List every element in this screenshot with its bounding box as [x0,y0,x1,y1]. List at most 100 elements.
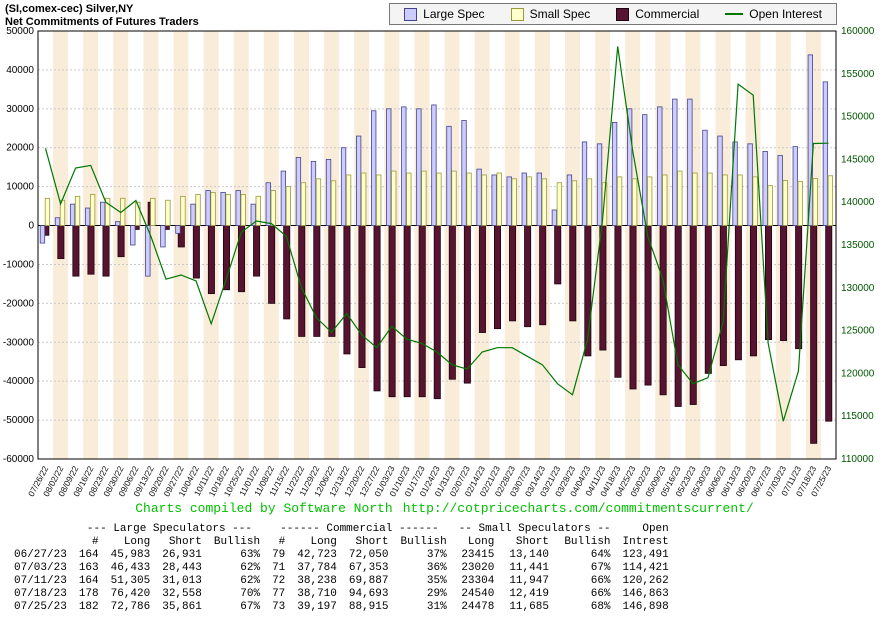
svg-text:135000: 135000 [841,240,875,251]
caption: Charts compiled by Software North http://… [0,501,889,516]
table-cell: 68% [590,601,611,613]
table-cell: 35% [426,575,447,587]
svg-text:0: 0 [28,221,34,232]
legend-item-large-spec: Large Spec [404,7,485,21]
bars-small-spec [44,170,834,226]
table-cell: 182 [78,601,99,613]
table-cell: 28,443 [162,562,202,574]
table-cell: # [278,536,286,548]
chart-legend: Large Spec Small Spec Commercial Open Inter… [389,3,837,25]
table-cell: Bullish [564,536,611,548]
svg-text:160000: 160000 [841,26,875,37]
table-cell: 37% [426,549,447,561]
table-cell: 77 [272,588,286,600]
table-cell: 164 [78,575,99,587]
table-group-header-row: --- Large Speculators --- ------ Commerci… [8,523,675,536]
table-cell: Long [123,536,151,548]
bars-large-spec [39,54,829,277]
svg-text:50000: 50000 [6,26,34,37]
table-cell: 51,305 [110,575,151,587]
table-cell: 72,050 [348,549,389,561]
table-cell: 163 [78,562,99,574]
table-cell: # [92,536,99,548]
table-cell: 23020 [461,562,495,574]
svg-text:145000: 145000 [841,154,875,165]
legend-line-swatch [725,13,744,15]
svg-text:10000: 10000 [6,182,34,193]
left-axis-labels: -60000 -50000 -40000 -30000 -20000 -10000 0 100… [3,26,35,465]
svg-text:20000: 20000 [6,143,34,154]
table-cell: Intrest [622,536,669,548]
table-cell [8,523,73,536]
table-row: 07/03/23 163 46,433 28,443 62% 71 37,784 67,353… [8,562,675,575]
legend-label: Open Interest [749,7,822,21]
table-cell: 67% [590,562,611,574]
svg-text:-60000: -60000 [3,454,35,465]
table-cell: 123,491 [622,549,669,561]
table-cell: 29% [426,588,447,600]
table-cell: 67,353 [348,562,389,574]
table-cell: 63% [240,549,261,561]
legend-box-swatch [510,7,524,21]
table-cell: 66% [590,588,611,600]
table-cell: 72 [272,575,286,587]
plot-border [37,30,837,460]
svg-text:-30000: -30000 [3,337,35,348]
table-cell: 35,861 [162,601,202,613]
table-cell: 94,693 [348,588,389,600]
table-cell: Short [515,536,549,548]
svg-text:140000: 140000 [841,197,875,208]
table-cell: 72,786 [110,601,151,613]
table-cell: Bullish [213,536,261,548]
svg-text:155000: 155000 [841,69,875,80]
table-cell: 66% [590,575,611,587]
table-cell: 79 [272,549,286,561]
svg-text:-20000: -20000 [3,298,35,309]
x-axis-labels: 07/26/2208/02/2208/09/2208/16/2208/23/22… [26,464,833,498]
legend-box-swatch [616,7,630,21]
svg-text:130000: 130000 [841,283,875,294]
table-cell: 38,238 [297,575,337,587]
table-cell [8,536,73,549]
table-cell: 24478 [461,601,495,613]
table-cell: 164 [78,549,99,561]
chart-titles: (SI,comex-cec) Silver,NY Net Commitments… [5,3,199,29]
table-cell: 69,887 [348,575,389,587]
table-cell: 38,710 [297,588,337,600]
table-cell: 76,420 [110,588,151,600]
svg-text:30000: 30000 [6,104,34,115]
legend-item-small-spec: Small Spec [510,7,590,21]
table-cell: 37,784 [297,562,337,574]
legend-item-commercial: Commercial [616,7,699,21]
table-cell: Long [310,536,337,548]
table-cell: 13,140 [509,549,549,561]
table-cell: 07/11/23 [14,575,67,587]
cot-chart: -60000 -50000 -40000 -30000 -20000 -10000 0 100… [3,26,875,498]
table-cell: 06/27/23 [14,549,67,561]
svg-text:110000: 110000 [841,454,874,465]
caption-url: http://cotpricecharts.com/commitmentscur… [402,501,754,516]
table-cell: ------ Commercial ------ [280,523,439,535]
svg-text:-50000: -50000 [3,415,35,426]
table-cell: -- Small Speculators -- [458,523,611,535]
table-cell: Open [642,523,669,535]
chart-title: (SI,comex-cec) Silver,NY [5,3,134,15]
table-cell: 146,863 [622,588,669,600]
table-cell: 71 [272,562,286,574]
table-cell: 46,433 [110,562,151,574]
table-row: 07/11/23 164 51,305 31,013 62% 72 38,238 69,887… [8,575,675,588]
table-cell: 88,915 [348,601,389,613]
table-cell: 24540 [461,588,495,600]
table-cell: 12,419 [509,588,549,600]
table-cell: 23304 [461,575,495,587]
table-cell: 42,723 [297,549,337,561]
table-cell: 11,441 [509,562,549,574]
svg-text:40000: 40000 [6,65,34,76]
svg-text:125000: 125000 [841,326,875,337]
table-cell: 31,013 [162,575,202,587]
svg-text:-40000: -40000 [3,376,35,387]
table-cell: 64% [590,549,611,561]
table-cell: 45,983 [110,549,151,561]
table-cell: 114,421 [622,562,669,574]
